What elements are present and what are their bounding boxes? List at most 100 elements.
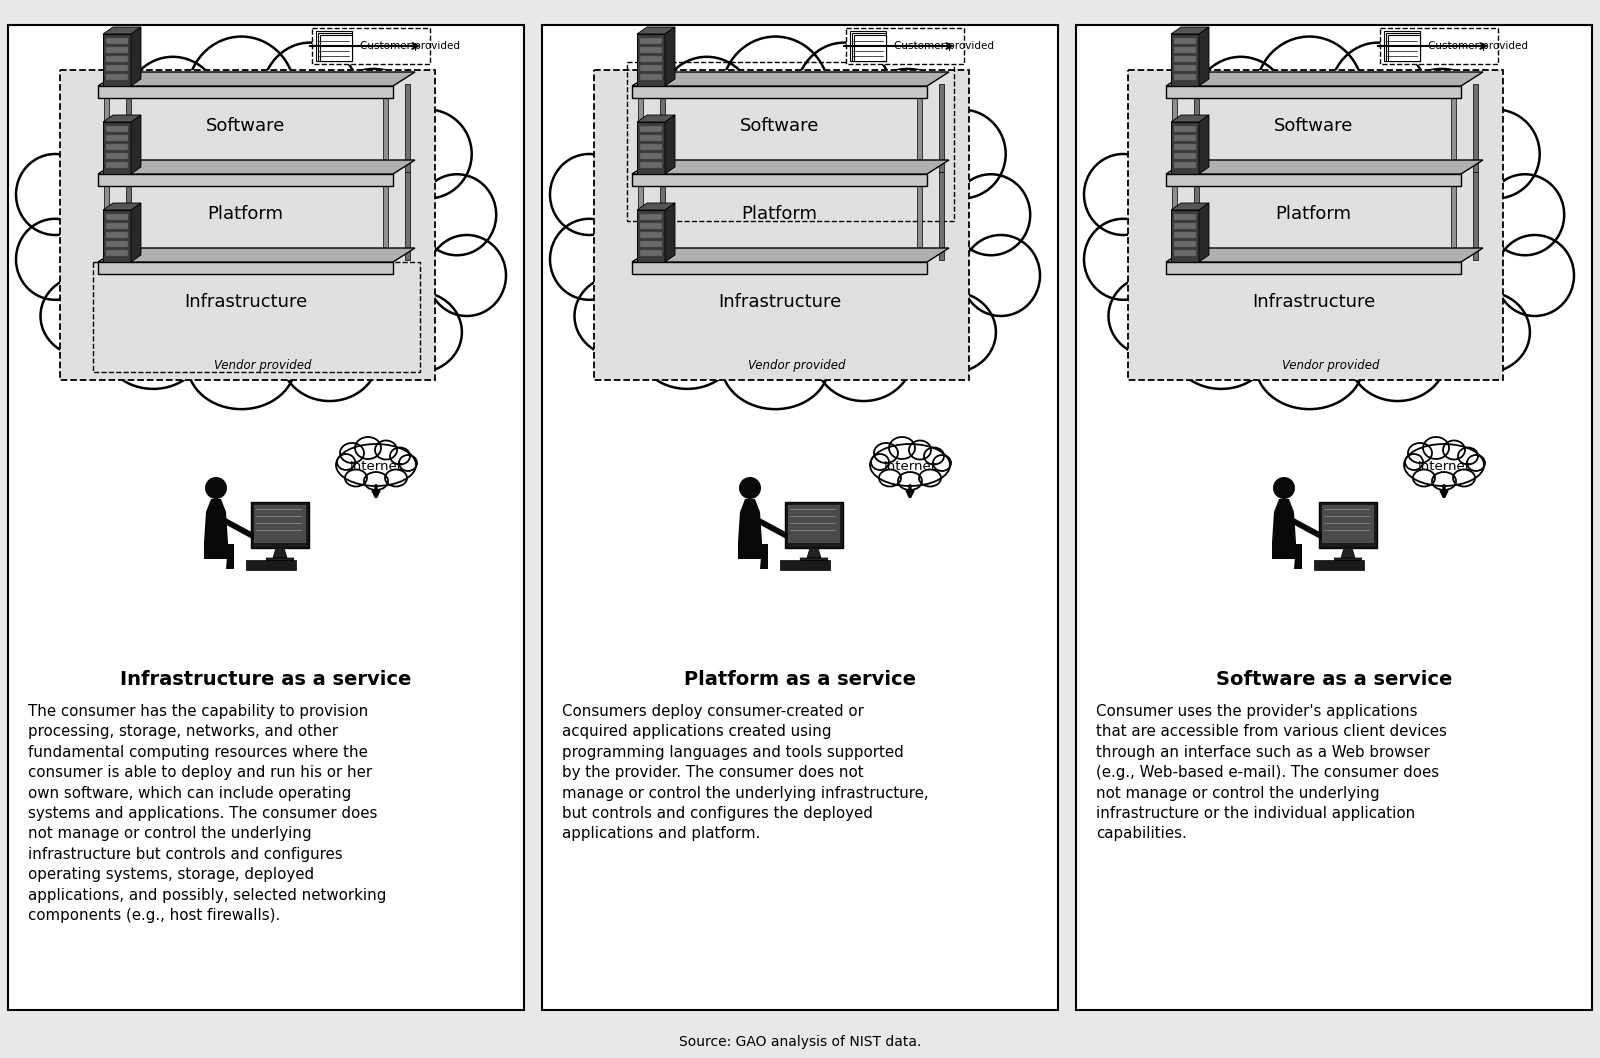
Polygon shape bbox=[637, 115, 675, 122]
Ellipse shape bbox=[909, 440, 931, 459]
Ellipse shape bbox=[1422, 437, 1450, 459]
Text: Infrastructure: Infrastructure bbox=[718, 293, 842, 311]
Ellipse shape bbox=[878, 470, 901, 487]
Ellipse shape bbox=[870, 444, 950, 486]
FancyBboxPatch shape bbox=[104, 98, 109, 186]
Ellipse shape bbox=[374, 292, 462, 372]
FancyBboxPatch shape bbox=[917, 186, 922, 274]
Polygon shape bbox=[1274, 499, 1294, 512]
Ellipse shape bbox=[1405, 454, 1422, 470]
FancyBboxPatch shape bbox=[1472, 172, 1477, 260]
FancyBboxPatch shape bbox=[98, 262, 394, 274]
FancyBboxPatch shape bbox=[382, 186, 387, 274]
Text: Consumers deploy consumer-created or
acquired applications created using
program: Consumers deploy consumer-created or acq… bbox=[562, 704, 928, 841]
Text: Consumer uses the provider's applications
that are accessible from various clien: Consumer uses the provider's application… bbox=[1096, 704, 1446, 841]
Polygon shape bbox=[1198, 203, 1210, 262]
FancyBboxPatch shape bbox=[640, 153, 662, 159]
Ellipse shape bbox=[187, 321, 296, 409]
FancyBboxPatch shape bbox=[106, 56, 128, 62]
Text: Infrastructure: Infrastructure bbox=[184, 293, 307, 311]
FancyBboxPatch shape bbox=[106, 250, 128, 256]
Text: Source: GAO analysis of NIST data.: Source: GAO analysis of NIST data. bbox=[678, 1035, 922, 1048]
FancyBboxPatch shape bbox=[1174, 47, 1197, 53]
FancyBboxPatch shape bbox=[1174, 232, 1197, 238]
FancyBboxPatch shape bbox=[106, 144, 128, 150]
FancyBboxPatch shape bbox=[917, 98, 922, 186]
FancyBboxPatch shape bbox=[1194, 84, 1198, 172]
Ellipse shape bbox=[374, 440, 397, 459]
FancyBboxPatch shape bbox=[1322, 505, 1374, 543]
FancyBboxPatch shape bbox=[786, 501, 843, 548]
Ellipse shape bbox=[1453, 470, 1475, 487]
Polygon shape bbox=[1198, 115, 1210, 174]
FancyBboxPatch shape bbox=[312, 28, 430, 63]
Ellipse shape bbox=[1256, 321, 1363, 409]
Polygon shape bbox=[738, 512, 762, 542]
FancyBboxPatch shape bbox=[1389, 35, 1421, 61]
Ellipse shape bbox=[346, 470, 366, 487]
FancyBboxPatch shape bbox=[102, 122, 131, 174]
Polygon shape bbox=[666, 203, 675, 262]
Polygon shape bbox=[632, 72, 949, 86]
FancyBboxPatch shape bbox=[106, 162, 128, 168]
Polygon shape bbox=[1171, 203, 1210, 209]
Text: Vendor provided: Vendor provided bbox=[214, 360, 312, 372]
Ellipse shape bbox=[398, 455, 418, 471]
FancyBboxPatch shape bbox=[1174, 38, 1197, 44]
Polygon shape bbox=[1166, 160, 1483, 174]
Ellipse shape bbox=[1162, 124, 1496, 346]
Circle shape bbox=[1274, 477, 1294, 499]
Polygon shape bbox=[205, 512, 229, 542]
FancyBboxPatch shape bbox=[640, 38, 662, 44]
Polygon shape bbox=[98, 160, 414, 174]
Polygon shape bbox=[632, 248, 949, 262]
FancyBboxPatch shape bbox=[594, 70, 970, 380]
Ellipse shape bbox=[550, 219, 629, 299]
Ellipse shape bbox=[427, 235, 506, 316]
Polygon shape bbox=[1166, 248, 1483, 262]
Polygon shape bbox=[102, 28, 141, 34]
Polygon shape bbox=[131, 203, 141, 262]
FancyBboxPatch shape bbox=[1174, 250, 1197, 256]
Ellipse shape bbox=[890, 437, 915, 459]
Text: Platform: Platform bbox=[741, 205, 818, 223]
Polygon shape bbox=[666, 28, 675, 86]
Polygon shape bbox=[1286, 516, 1326, 541]
Ellipse shape bbox=[1405, 444, 1485, 486]
Ellipse shape bbox=[898, 472, 922, 490]
Ellipse shape bbox=[722, 321, 829, 409]
Text: Infrastructure: Infrastructure bbox=[1251, 293, 1374, 311]
Ellipse shape bbox=[1467, 455, 1485, 471]
FancyBboxPatch shape bbox=[8, 25, 525, 1010]
FancyBboxPatch shape bbox=[1166, 174, 1461, 186]
Polygon shape bbox=[800, 558, 829, 564]
Ellipse shape bbox=[339, 443, 365, 463]
FancyBboxPatch shape bbox=[1171, 186, 1176, 274]
FancyBboxPatch shape bbox=[1174, 162, 1197, 168]
FancyBboxPatch shape bbox=[1075, 25, 1592, 1010]
FancyBboxPatch shape bbox=[781, 560, 830, 570]
FancyBboxPatch shape bbox=[632, 262, 926, 274]
Ellipse shape bbox=[874, 443, 898, 463]
FancyBboxPatch shape bbox=[61, 70, 435, 380]
FancyBboxPatch shape bbox=[1174, 56, 1197, 62]
Ellipse shape bbox=[336, 444, 416, 486]
Ellipse shape bbox=[325, 69, 422, 166]
Ellipse shape bbox=[870, 454, 890, 470]
FancyBboxPatch shape bbox=[1166, 86, 1461, 98]
Polygon shape bbox=[266, 558, 294, 564]
Ellipse shape bbox=[1443, 440, 1466, 459]
Ellipse shape bbox=[70, 93, 158, 182]
Text: Software: Software bbox=[739, 117, 819, 135]
Polygon shape bbox=[131, 115, 141, 174]
FancyBboxPatch shape bbox=[106, 214, 128, 220]
Ellipse shape bbox=[1138, 93, 1226, 182]
FancyBboxPatch shape bbox=[846, 28, 963, 63]
Ellipse shape bbox=[1496, 235, 1574, 316]
Ellipse shape bbox=[1413, 470, 1435, 487]
Ellipse shape bbox=[280, 312, 379, 401]
Ellipse shape bbox=[859, 69, 957, 166]
FancyBboxPatch shape bbox=[640, 162, 662, 168]
Ellipse shape bbox=[1256, 37, 1363, 150]
Polygon shape bbox=[1294, 544, 1302, 569]
